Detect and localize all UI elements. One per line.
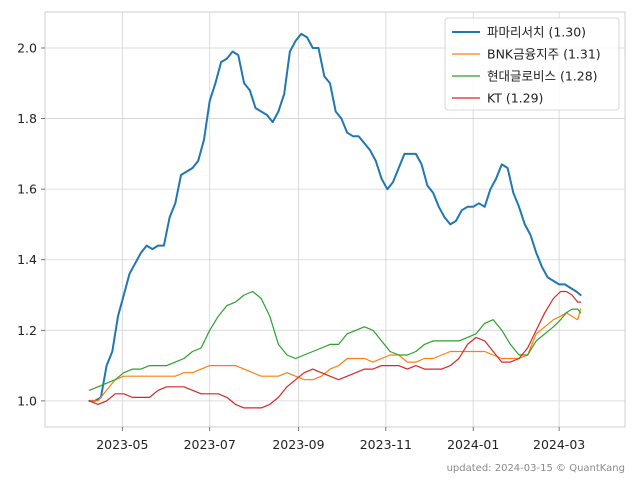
y-tick-label: 1.6 [17, 182, 37, 197]
series-line-0 [88, 32, 582, 402]
legend-label-1: BNK금융지주 (1.31) [487, 47, 601, 62]
plot-frame [44, 11, 626, 428]
y-tick-label: 1.4 [17, 252, 37, 267]
series-line-3 [88, 290, 582, 409]
x-tick-label: 2023-07 [184, 437, 236, 452]
x-tick-label: 2024-03 [533, 437, 585, 452]
footer-credit: updated: 2024-03-15 © QuantKang [447, 463, 625, 474]
legend-box [444, 17, 620, 111]
x-tick-label: 2023-09 [272, 437, 324, 452]
legend-label-2: 현대글로비스 (1.28) [487, 69, 598, 84]
y-tick-label: 1.2 [17, 323, 37, 338]
legend-label-3: KT (1.29) [487, 91, 543, 106]
legend-label-0: 파마리서치 (1.30) [487, 25, 586, 40]
x-tick-label: 2023-11 [360, 437, 412, 452]
legend: 파마리서치 (1.30) BNK금융지주 (1.31) 현대글로비스 (1.28) K… [444, 17, 620, 111]
y-axis: 1.0 1.2 1.4 1.6 1.8 2.0 [17, 40, 45, 408]
series-line-2 [88, 290, 582, 391]
x-tick-label: 2023-05 [96, 437, 148, 452]
x-axis: 2023-05 2023-07 2023-09 2023-11 2024-01 2024-… [96, 427, 585, 452]
y-tick-label: 2.0 [17, 40, 37, 55]
x-tick-label: 2024-01 [447, 437, 499, 452]
y-tick-label: 1.0 [17, 393, 37, 408]
y-tick-label: 1.8 [17, 111, 37, 126]
series-lines [88, 32, 582, 409]
series-line-1 [88, 308, 582, 402]
